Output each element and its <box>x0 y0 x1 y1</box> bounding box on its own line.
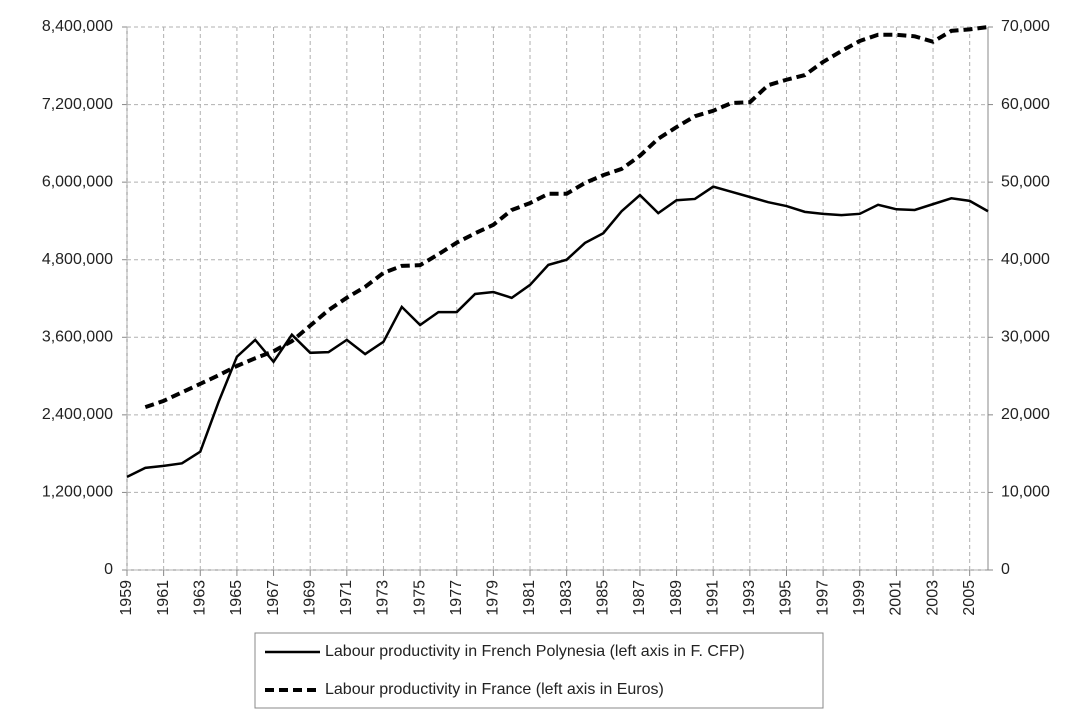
y-tick-label: 1,200,000 <box>42 484 113 501</box>
x-tick-label: 1985 <box>595 580 612 616</box>
x-tick-label: 1995 <box>778 580 795 616</box>
x-tick-label: 1975 <box>411 580 428 616</box>
x-tick-label: 1997 <box>814 580 831 616</box>
y2-tick-label: 70,000 <box>1001 18 1050 35</box>
y2-tick-label: 0 <box>1001 561 1010 578</box>
y2-tick-label: 10,000 <box>1001 484 1050 501</box>
y-tick-label: 0 <box>104 561 113 578</box>
x-tick-label: 1963 <box>191 580 208 616</box>
x-tick-label: 2003 <box>924 580 941 616</box>
legend-label: Labour productivity in France (left axis… <box>325 681 664 698</box>
y2-tick-label: 60,000 <box>1001 96 1050 113</box>
y2-tick-label: 40,000 <box>1001 251 1050 268</box>
x-tick-label: 1973 <box>375 580 392 616</box>
y-tick-label: 3,600,000 <box>42 329 113 346</box>
y2-tick-label: 20,000 <box>1001 406 1050 423</box>
x-tick-label: 1965 <box>228 580 245 616</box>
y2-tick-label: 30,000 <box>1001 329 1050 346</box>
x-tick-label: 1989 <box>668 580 685 616</box>
legend-label: Labour productivity in French Polynesia … <box>325 643 745 660</box>
y-tick-label: 4,800,000 <box>42 251 113 268</box>
x-tick-label: 1967 <box>265 580 282 616</box>
x-tick-label: 1999 <box>851 580 868 616</box>
y-tick-label: 8,400,000 <box>42 18 113 35</box>
y-tick-label: 6,000,000 <box>42 173 113 190</box>
x-tick-label: 1961 <box>155 580 172 616</box>
x-tick-label: 1969 <box>301 580 318 616</box>
x-tick-label: 1993 <box>741 580 758 616</box>
x-tick-label: 1983 <box>558 580 575 616</box>
x-tick-label: 1979 <box>485 580 502 616</box>
x-tick-label: 1981 <box>521 580 538 616</box>
y-tick-label: 2,400,000 <box>42 406 113 423</box>
x-tick-label: 2005 <box>961 580 978 616</box>
x-tick-label: 1977 <box>448 580 465 616</box>
x-tick-label: 2001 <box>888 580 905 616</box>
x-tick-label: 1987 <box>631 580 648 616</box>
x-tick-label: 1959 <box>118 580 135 616</box>
x-tick-label: 1991 <box>704 580 721 616</box>
y2-tick-label: 50,000 <box>1001 173 1050 190</box>
series-line <box>126 185 989 479</box>
legend-box <box>254 632 824 709</box>
series-line <box>144 25 989 409</box>
y-tick-label: 7,200,000 <box>42 96 113 113</box>
x-tick-label: 1971 <box>338 580 355 616</box>
